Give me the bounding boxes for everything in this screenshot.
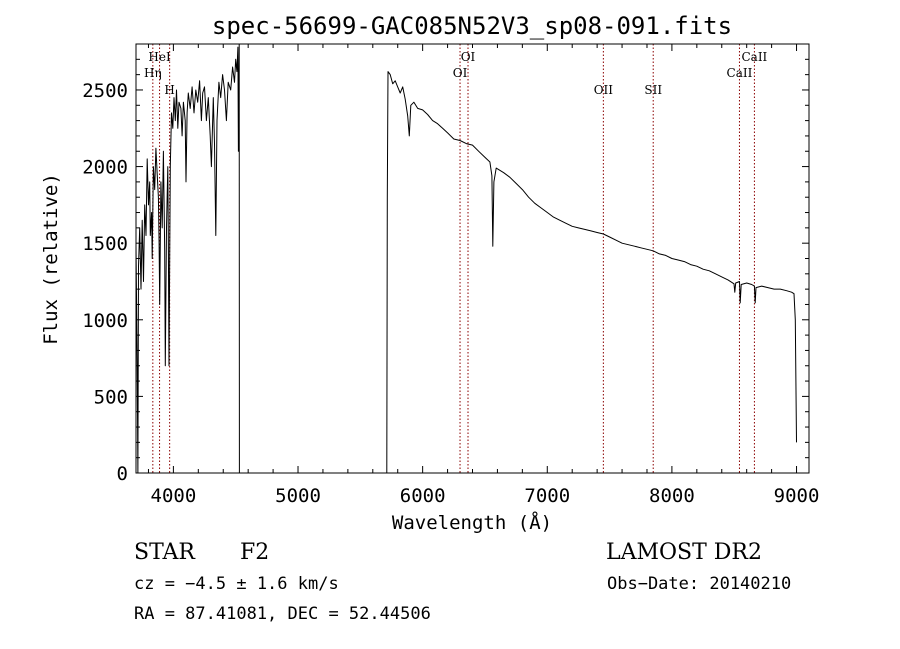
marker-label-0: HeI bbox=[148, 50, 171, 64]
marker-label-3: OI bbox=[461, 50, 476, 64]
line-markers: HeI HηH OI OI OII SII CaII CaII bbox=[144, 44, 768, 473]
y-tick-label-2: 1000 bbox=[82, 310, 128, 332]
spectrum-line-0 bbox=[135, 43, 797, 474]
x-tick-label-0: 4000 bbox=[151, 485, 197, 507]
marker-label-5: OII bbox=[594, 83, 614, 97]
spectrum-series bbox=[135, 43, 797, 474]
plot-frame bbox=[135, 43, 810, 474]
marker-label-7: CaII bbox=[741, 50, 767, 64]
y-tick-label-5: 2500 bbox=[82, 80, 128, 102]
x-tick-label-2: 6000 bbox=[400, 485, 446, 507]
survey-name: LAMOST DR2 bbox=[606, 540, 762, 565]
y-axis-label: Flux (relative) bbox=[40, 173, 62, 345]
x-tick-label-5: 9000 bbox=[774, 485, 820, 507]
object-class: STAR bbox=[134, 540, 196, 565]
y-tick-label-4: 2000 bbox=[82, 157, 128, 179]
y-tick-label-1: 500 bbox=[94, 386, 128, 408]
coordinates: RA = 87.41081, DEC = 52.44506 bbox=[134, 604, 431, 624]
chart-title: spec-56699-GAC085N52V3_sp08-091.fits bbox=[212, 12, 732, 40]
marker-label-1: Hη bbox=[144, 66, 162, 80]
axis-ticks: 4000 5000 6000 7000 8000 9000 0 500 1000 1500 2000… bbox=[82, 43, 820, 507]
marker-label-2: H bbox=[164, 83, 174, 97]
x-axis-label: Wavelength (Å) bbox=[392, 511, 552, 534]
x-tick-label-3: 7000 bbox=[524, 485, 570, 507]
marker-label-8: CaII bbox=[727, 66, 753, 80]
marker-label-4: OI bbox=[453, 66, 468, 80]
x-tick-label-1: 5000 bbox=[275, 485, 321, 507]
marker-label-6: SII bbox=[644, 83, 662, 97]
y-tick-label-0: 0 bbox=[117, 463, 128, 485]
observation-date: Obs−Date: 20140210 bbox=[607, 574, 791, 594]
y-tick-label-3: 1500 bbox=[82, 233, 128, 255]
redshift-velocity: cz = −4.5 ± 1.6 km/s bbox=[134, 574, 339, 594]
x-tick-label-4: 8000 bbox=[649, 485, 695, 507]
subclass: F2 bbox=[240, 540, 269, 565]
